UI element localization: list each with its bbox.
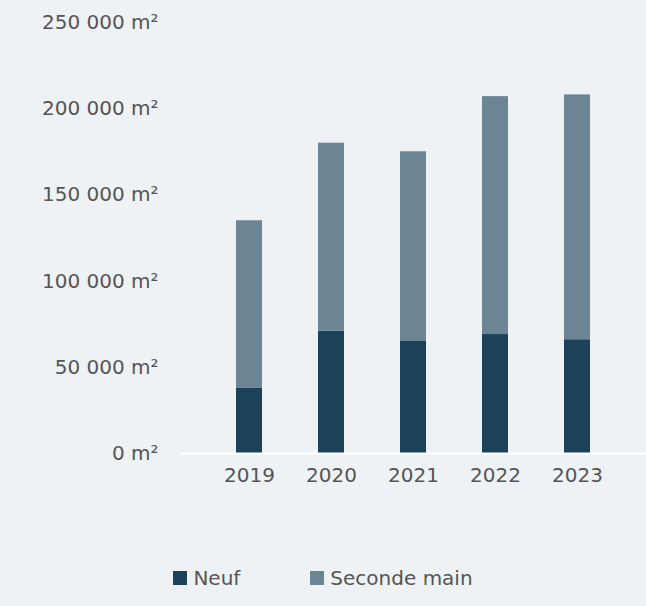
svg-text:2020: 2020 bbox=[306, 463, 357, 487]
svg-text:2021: 2021 bbox=[388, 463, 439, 487]
svg-text:250 000 m²: 250 000 m² bbox=[42, 10, 159, 34]
svg-text:0 m²: 0 m² bbox=[112, 441, 159, 465]
html-text:Neuf: Neuf bbox=[193, 566, 241, 590]
svg-text:2019: 2019 bbox=[224, 463, 275, 487]
svg-text:100 000 m²: 100 000 m² bbox=[42, 269, 159, 293]
svg-text:150 000 m²: 150 000 m² bbox=[42, 182, 159, 206]
svg-text:200 000 m²: 200 000 m² bbox=[42, 96, 159, 120]
svg-text:2022: 2022 bbox=[470, 463, 521, 487]
svg-text:50 000 m²: 50 000 m² bbox=[55, 355, 159, 379]
svg-text:2023: 2023 bbox=[552, 463, 603, 487]
html-text:Seconde main: Seconde main bbox=[330, 566, 473, 590]
